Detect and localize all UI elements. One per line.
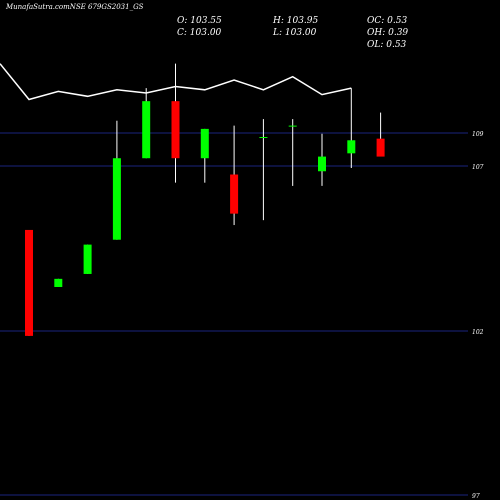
oc-value: OC: 0.53 (367, 16, 408, 26)
price-tick-label: 107 (472, 164, 484, 171)
low-value: L: 103.00 (273, 28, 317, 38)
body-layer (25, 101, 385, 336)
price-tick-label: 97 (472, 493, 480, 500)
bullish-candle-body (200, 128, 209, 159)
chart-title: MunafaSutra.comNSE 679GS2031_GS (6, 3, 143, 11)
open-value: O: 103.55 (177, 16, 222, 26)
bullish-candle-body (318, 156, 326, 172)
ol-value: OL: 0.53 (367, 40, 407, 50)
close-value: C: 103.00 (177, 28, 222, 38)
price-tick-label: 102 (472, 329, 484, 336)
price-tick-label: 109 (472, 131, 484, 138)
oh-value: OH: 0.39 (367, 28, 409, 38)
wick-layer (28, 63, 382, 336)
high-value: H: 103.95 (273, 16, 319, 26)
site-name: MunafaSutra.com (6, 3, 70, 11)
bullish-candle-body (259, 137, 268, 139)
bullish-candle-body (112, 158, 121, 240)
bullish-candle-body (83, 244, 92, 274)
bearish-candle-body (171, 101, 180, 159)
label-layer: 109 107 102 97 (472, 131, 484, 500)
instrument-name: NSE 679GS2031_GS (69, 3, 144, 11)
bullish-candle-body (142, 101, 151, 159)
bearish-candle-body (230, 174, 239, 214)
bearish-candle-body (25, 229, 33, 336)
bullish-candle-body (288, 125, 297, 127)
line-layer (0, 63, 352, 101)
bearish-candle-body (376, 138, 385, 157)
trend-line (0, 63, 352, 101)
bullish-candle-body (54, 278, 63, 287)
bullish-candle-body (347, 140, 356, 154)
